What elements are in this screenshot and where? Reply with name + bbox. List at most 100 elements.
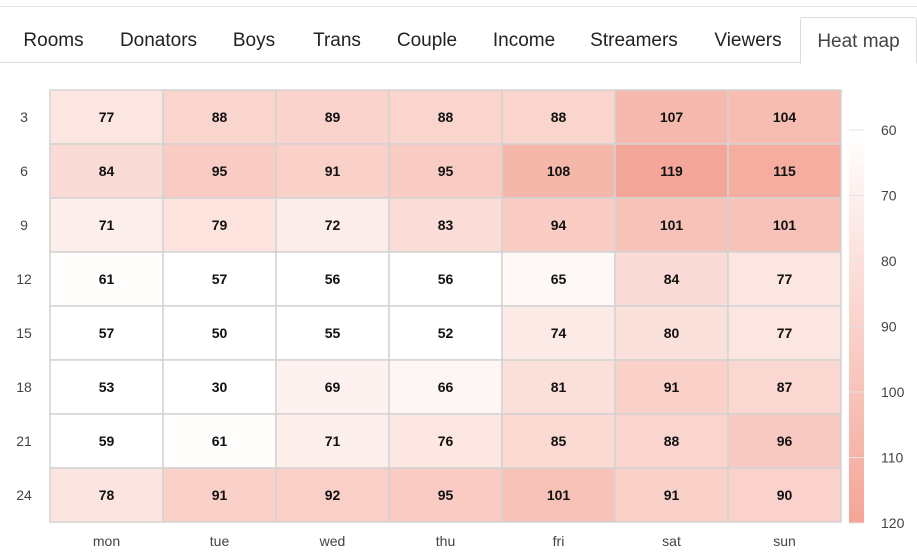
heatmap-cell bbox=[275, 359, 390, 415]
y-tick-label: 3 bbox=[20, 109, 28, 125]
heatmap-cell bbox=[49, 359, 164, 415]
cell-value-label: 84 bbox=[99, 163, 115, 179]
cell-value-label: 74 bbox=[551, 325, 567, 341]
cell-value-label: 76 bbox=[438, 433, 454, 449]
x-tick-label: sun bbox=[773, 533, 796, 549]
tab-rooms[interactable]: Rooms bbox=[23, 30, 84, 51]
heatmap-cell bbox=[614, 467, 729, 523]
cell-value-label: 56 bbox=[438, 271, 454, 287]
x-tick-label: tue bbox=[210, 533, 230, 549]
tab-trans[interactable]: Trans bbox=[313, 30, 361, 51]
heatmap-cell bbox=[162, 467, 277, 523]
cell-value-label: 77 bbox=[777, 271, 793, 287]
cell-value-label: 59 bbox=[99, 433, 115, 449]
cell-value-label: 108 bbox=[547, 163, 571, 179]
heatmap-cell bbox=[388, 413, 503, 469]
cell-value-label: 81 bbox=[551, 379, 567, 395]
cell-value-label: 101 bbox=[660, 217, 684, 233]
cell-value-label: 101 bbox=[547, 487, 571, 503]
y-tick-label: 24 bbox=[16, 487, 32, 503]
heatmap-cell bbox=[727, 359, 842, 415]
cell-value-label: 83 bbox=[438, 217, 454, 233]
heatmap-cell bbox=[727, 305, 842, 361]
cell-value-label: 71 bbox=[99, 217, 115, 233]
heatmap-cell bbox=[727, 413, 842, 469]
x-tick-label: sat bbox=[662, 533, 681, 549]
cell-value-label: 56 bbox=[325, 271, 341, 287]
legend-tick-label: 60 bbox=[881, 122, 897, 138]
cell-value-label: 53 bbox=[99, 379, 115, 395]
heatmap-cell bbox=[501, 143, 616, 199]
tab-boys[interactable]: Boys bbox=[232, 30, 276, 51]
heatmap-cell bbox=[388, 467, 503, 523]
tab-streamers[interactable]: Streamers bbox=[590, 30, 678, 51]
heatmap-cells: 77 88 89 88 88 107 104 84 95 91 95 108 119 115 71 79 72 8… bbox=[49, 89, 842, 523]
cell-value-label: 77 bbox=[99, 109, 115, 125]
y-axis: 3 6 9 12 15 18 21 24 bbox=[16, 109, 32, 503]
legend-tick-label: 90 bbox=[881, 319, 897, 335]
heatmap-cell bbox=[49, 89, 164, 145]
cell-value-label: 101 bbox=[773, 217, 797, 233]
heatmap-cell bbox=[388, 251, 503, 307]
heatmap-cell bbox=[275, 305, 390, 361]
heatmap-cell bbox=[162, 197, 277, 253]
cell-value-label: 57 bbox=[99, 325, 115, 341]
tab-viewers[interactable]: Viewers bbox=[714, 30, 782, 51]
cell-value-label: 88 bbox=[664, 433, 680, 449]
cell-value-label: 72 bbox=[325, 217, 341, 233]
cell-value-label: 104 bbox=[773, 109, 797, 125]
legend-tick-label: 100 bbox=[881, 384, 905, 400]
cell-value-label: 71 bbox=[325, 433, 341, 449]
cell-value-label: 84 bbox=[664, 271, 680, 287]
y-tick-label: 12 bbox=[16, 271, 32, 287]
cell-value-label: 91 bbox=[212, 487, 228, 503]
heatmap-cell bbox=[162, 89, 277, 145]
heatmap-cell bbox=[727, 89, 842, 145]
heatmap-cell bbox=[49, 143, 164, 199]
tab-income[interactable]: Income bbox=[492, 30, 556, 51]
cell-value-label: 69 bbox=[325, 379, 341, 395]
cell-value-label: 94 bbox=[551, 217, 567, 233]
cell-value-label: 78 bbox=[99, 487, 115, 503]
top-rule bbox=[0, 6, 917, 7]
heatmap-cell bbox=[614, 197, 729, 253]
legend-tick-label: 110 bbox=[881, 450, 904, 466]
cell-value-label: 61 bbox=[99, 271, 115, 287]
cell-value-label: 57 bbox=[212, 271, 228, 287]
y-tick-label: 6 bbox=[20, 163, 28, 179]
cell-value-label: 88 bbox=[212, 109, 228, 125]
heatmap-cell bbox=[388, 143, 503, 199]
legend-tick-label: 80 bbox=[881, 253, 897, 269]
heatmap-cell bbox=[162, 413, 277, 469]
cell-value-label: 95 bbox=[212, 163, 228, 179]
cell-value-label: 85 bbox=[551, 433, 567, 449]
cell-value-label: 91 bbox=[325, 163, 341, 179]
y-tick-label: 9 bbox=[20, 217, 28, 233]
cell-value-label: 119 bbox=[660, 163, 683, 179]
heatmap-cell bbox=[614, 251, 729, 307]
heatmap-cell bbox=[727, 143, 842, 199]
cell-value-label: 52 bbox=[438, 325, 454, 341]
tab-couple[interactable]: Couple bbox=[396, 30, 458, 51]
y-tick-label: 18 bbox=[16, 379, 32, 395]
cell-value-label: 61 bbox=[212, 433, 228, 449]
color-legend: 60 70 80 90 100 110 120 bbox=[849, 122, 905, 531]
x-axis: mon tue wed thu fri sat sun bbox=[93, 533, 796, 549]
cell-value-label: 50 bbox=[212, 325, 228, 341]
heatmap-cell bbox=[49, 305, 164, 361]
legend-tick-label: 120 bbox=[881, 515, 905, 531]
cell-value-label: 90 bbox=[777, 487, 793, 503]
x-tick-label: fri bbox=[553, 533, 565, 549]
heatmap-cell bbox=[727, 251, 842, 307]
x-tick-label: mon bbox=[93, 533, 120, 549]
cell-value-label: 92 bbox=[325, 487, 341, 503]
heatmap-cell bbox=[388, 197, 503, 253]
cell-value-label: 87 bbox=[777, 379, 793, 395]
heatmap-cell bbox=[162, 305, 277, 361]
cell-value-label: 79 bbox=[212, 217, 228, 233]
heatmap-cell bbox=[614, 305, 729, 361]
cell-value-label: 65 bbox=[551, 271, 567, 287]
tab-donators[interactable]: Donators bbox=[119, 30, 198, 51]
cell-value-label: 80 bbox=[664, 325, 680, 341]
